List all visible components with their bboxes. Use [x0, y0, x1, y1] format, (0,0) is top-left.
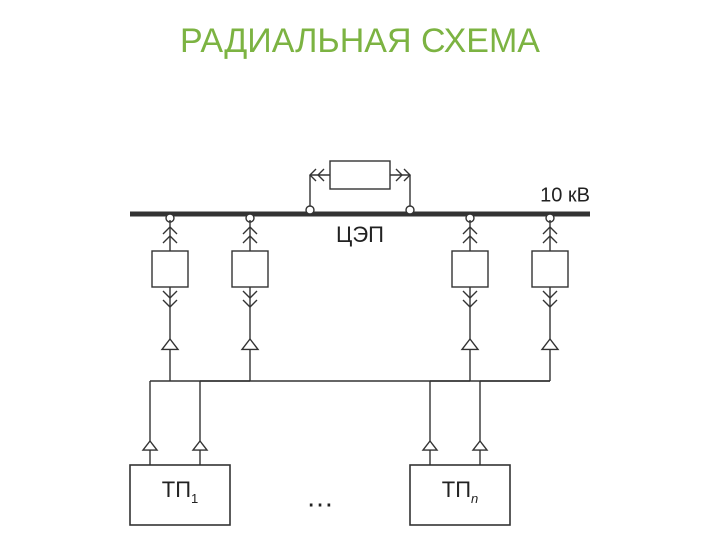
page-title: РАДИАЛЬНАЯ СХЕМА — [0, 0, 720, 61]
svg-text:…: … — [306, 481, 334, 512]
svg-text:10 кВ: 10 кВ — [540, 184, 590, 206]
svg-text:ЦЭП: ЦЭП — [336, 222, 384, 247]
radial-schema-diagram: 10 кВЦЭПТП1ТПn… — [0, 61, 720, 531]
